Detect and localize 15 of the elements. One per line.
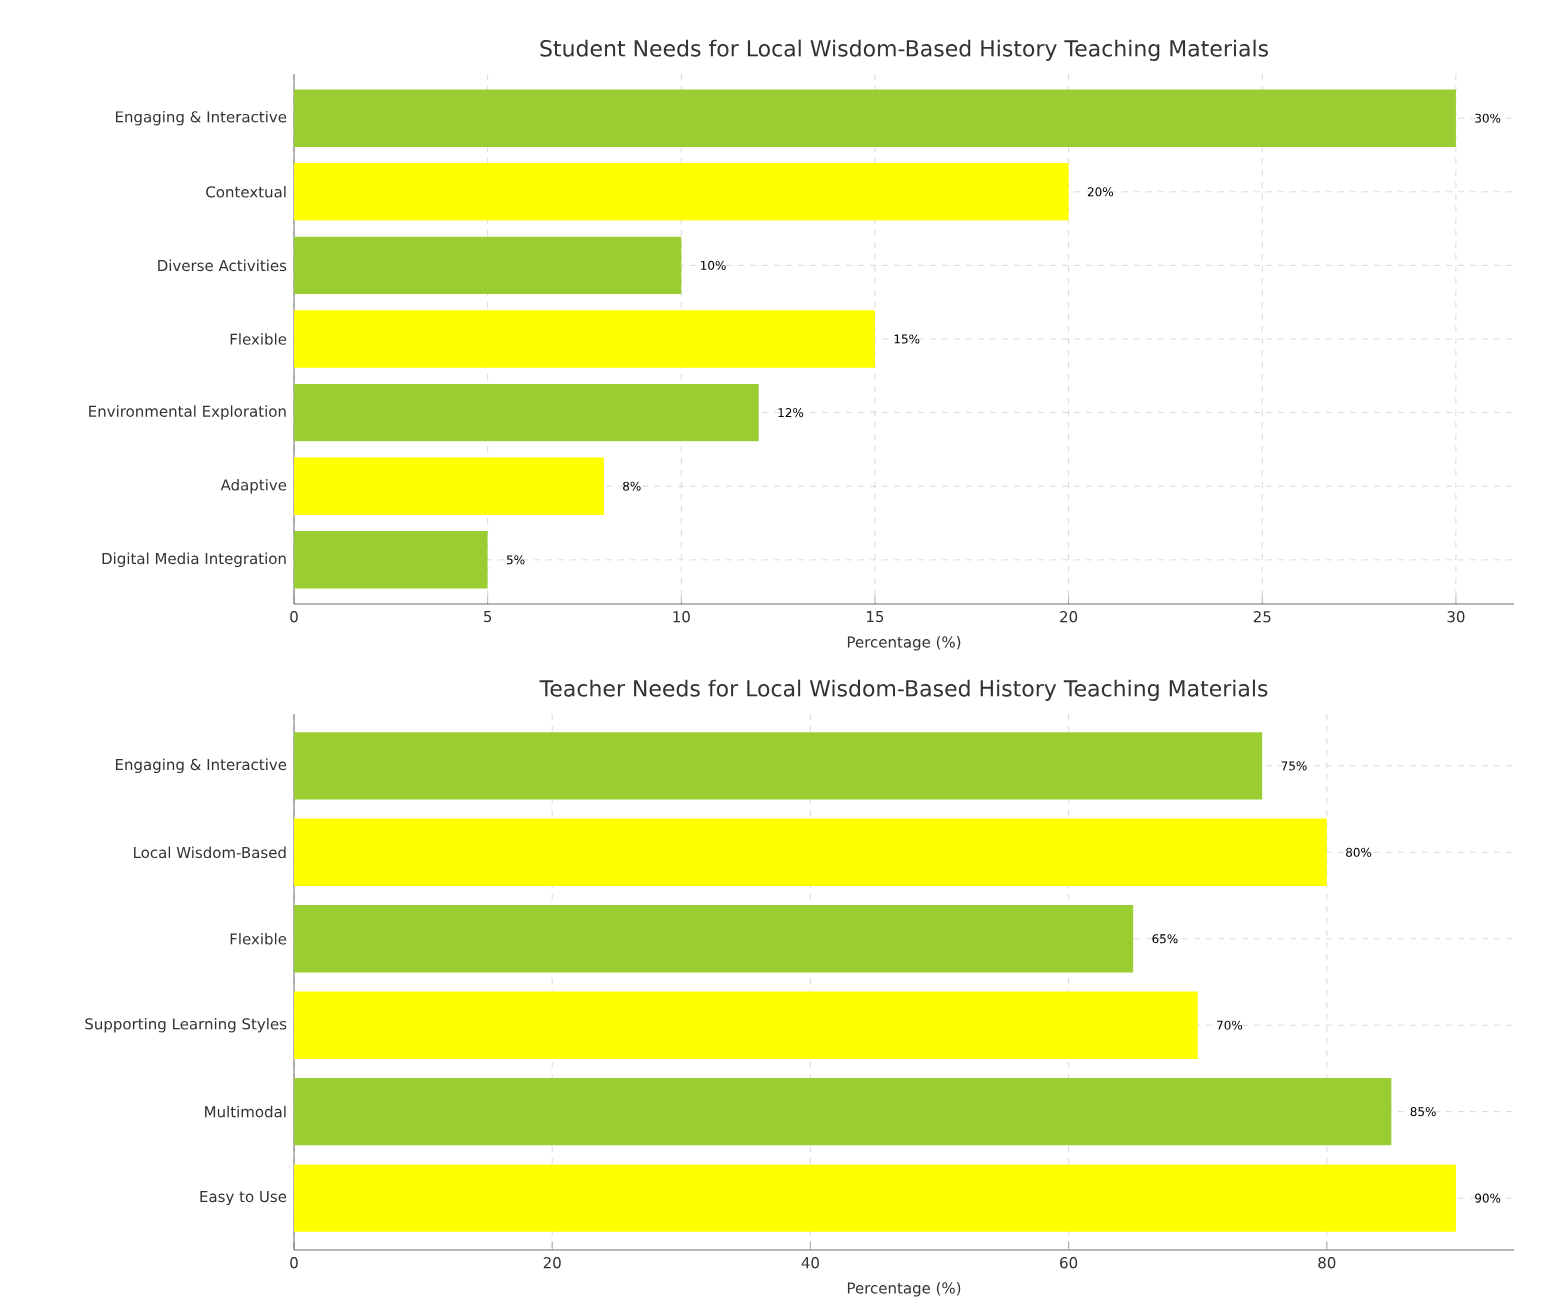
chart-title: Teacher Needs for Local Wisdom-Based History Teaching Materials xyxy=(539,679,1268,701)
bar xyxy=(294,236,682,295)
bar xyxy=(294,1077,1392,1146)
bar xyxy=(294,905,1134,973)
bar xyxy=(294,732,1263,800)
bar xyxy=(294,383,759,442)
bar xyxy=(294,991,1198,1059)
bar xyxy=(294,310,875,368)
bar xyxy=(294,818,1327,887)
chart-title: Student Needs for Local Wisdom-Based History Teaching Materials xyxy=(540,39,1269,61)
bar xyxy=(294,1164,1456,1232)
bar xyxy=(294,89,1456,147)
bar xyxy=(294,457,604,515)
bar xyxy=(294,163,1069,221)
bar xyxy=(294,531,488,589)
